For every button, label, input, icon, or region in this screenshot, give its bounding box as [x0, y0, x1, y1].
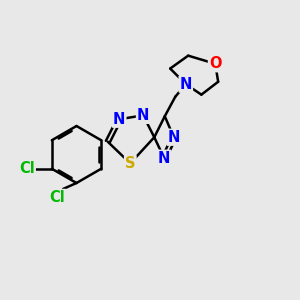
Text: N: N — [180, 76, 192, 92]
Text: N: N — [158, 151, 170, 166]
Text: N: N — [137, 108, 149, 123]
Text: Cl: Cl — [50, 190, 65, 205]
Text: N: N — [168, 130, 180, 145]
Text: N: N — [113, 112, 125, 127]
Text: O: O — [209, 56, 221, 71]
Text: S: S — [125, 156, 136, 171]
Text: Cl: Cl — [19, 161, 35, 176]
